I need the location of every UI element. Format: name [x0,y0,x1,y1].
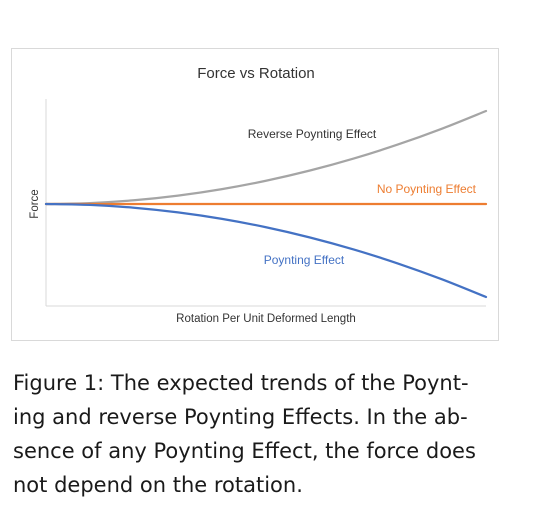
series-label-poynting: Poynting Effect [264,253,345,267]
caption-line: sence of any Poynting Effect, the force … [13,439,476,463]
series-line-poynting [44,202,488,299]
figure-caption: Figure 1: The expected trends of the Poy… [13,366,513,502]
caption-line: not depend on the rotation. [13,473,303,497]
y-axis-label: Force [29,189,41,218]
series-label-no-poynting: No Poynting Effect [377,182,477,196]
series-layer: Reverse Poynting Effect No Poynting Effec… [44,109,488,299]
caption-line: ing and reverse Poynting Effects. In the… [13,405,468,429]
series-label-reverse-poynting: Reverse Poynting Effect [248,127,377,141]
chart-title: Force vs Rotation [197,65,315,82]
line-chart: Force vs Rotation Force Rotation Per Uni… [29,65,488,325]
chart-frame: Force vs Rotation Force Rotation Per Uni… [11,48,499,341]
caption-line: Figure 1: The expected trends of the Poy… [13,371,469,395]
series-line-reverse-poynting [44,109,488,206]
x-axis-label: Rotation Per Unit Deformed Length [176,313,356,325]
